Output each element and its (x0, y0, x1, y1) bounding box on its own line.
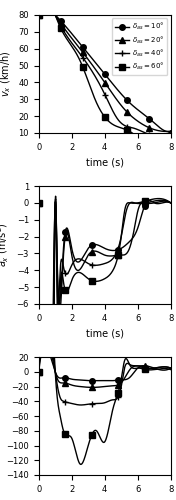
Y-axis label: $a_x$ (m/s$^2$): $a_x$ (m/s$^2$) (0, 222, 11, 268)
X-axis label: time (s): time (s) (86, 157, 124, 167)
Y-axis label: $v_x$ (km/h): $v_x$ (km/h) (0, 50, 13, 97)
Y-axis label: $\delta_d$ (°): $\delta_d$ (°) (0, 402, 1, 429)
X-axis label: time (s): time (s) (86, 328, 124, 338)
Legend: $\delta_{as}=10°$, $\delta_{as}=20°$, $\delta_{as}=40°$, $\delta_{as}=60°$: $\delta_{as}=10°$, $\delta_{as}=20°$, $\… (112, 18, 167, 75)
